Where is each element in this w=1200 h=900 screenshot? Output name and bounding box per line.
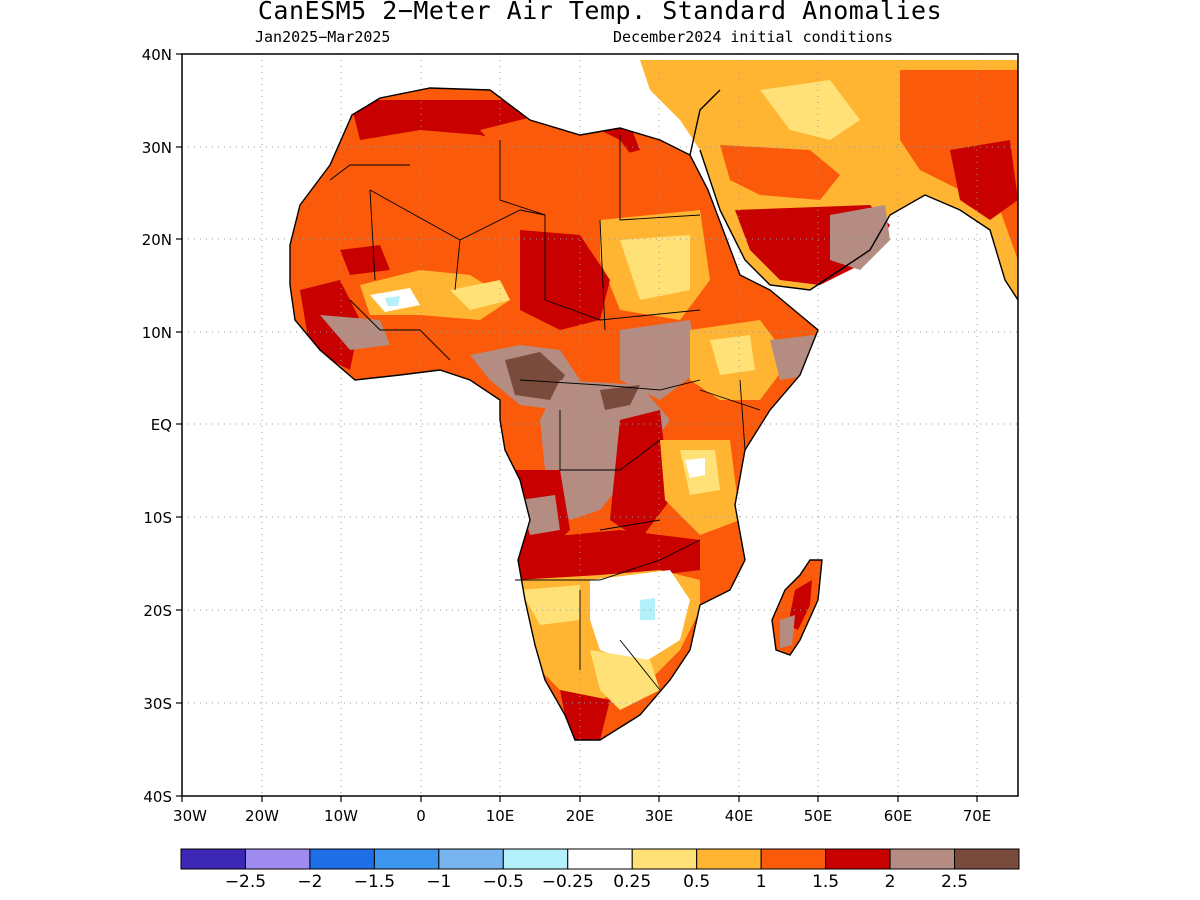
colorbar-swatch xyxy=(502,848,569,870)
lat-label: 40S xyxy=(143,788,172,806)
colorbar-tick-label: −1 xyxy=(426,872,452,892)
lat-label: 20S xyxy=(143,602,172,620)
lat-label: 30S xyxy=(143,695,172,713)
colorbar-tick-label: −1.5 xyxy=(353,872,396,892)
colorbar-tick-label: 2.5 xyxy=(941,872,969,892)
colorbar-tick-label: −0.25 xyxy=(541,872,594,892)
lat-label: 20N xyxy=(142,231,172,249)
lon-label: 60E xyxy=(884,807,913,825)
colorbar-swatch xyxy=(244,848,311,870)
lon-label: 20W xyxy=(245,807,279,825)
colorbar-swatch xyxy=(760,848,827,870)
colorbar-swatch xyxy=(438,848,504,870)
colorbar-tick-label: 1 xyxy=(755,872,767,892)
initial-conditions: December2024 initial conditions xyxy=(613,28,893,46)
colorbar-swatch xyxy=(631,848,698,870)
coastlines xyxy=(289,87,1018,741)
lon-label: 20E xyxy=(566,807,595,825)
madagascar-shading xyxy=(772,560,822,655)
lat-label: 10S xyxy=(143,509,172,527)
colorbar xyxy=(180,848,1020,870)
colorbar-swatch xyxy=(567,848,633,870)
colorbar-tick-label: 0.25 xyxy=(613,872,652,892)
colorbar-swatch xyxy=(180,848,246,870)
lon-label: 50E xyxy=(804,807,833,825)
colorbar-swatch xyxy=(373,848,440,870)
lat-label: 40N xyxy=(142,46,172,64)
forecast-period: Jan2025−Mar2025 xyxy=(255,28,391,46)
lon-label: 70E xyxy=(963,807,992,825)
country-borders xyxy=(329,135,761,691)
colorbar-swatch xyxy=(825,848,891,870)
colorbar-swatch xyxy=(889,848,956,870)
colorbar-tick-label: 1.5 xyxy=(812,872,840,892)
lat-label: EQ xyxy=(151,416,172,434)
map-title: CanESM5 2−Meter Air Temp. Standard Anoma… xyxy=(257,0,943,25)
colorbar-swatch xyxy=(696,848,762,870)
colorbar-swatch xyxy=(954,848,1020,870)
lat-lon-grid xyxy=(182,54,1018,796)
lat-label: 10N xyxy=(142,324,172,342)
colorbar-tick-label: −0.5 xyxy=(482,872,524,892)
lat-label: 30N xyxy=(142,139,172,157)
lon-label: 0 xyxy=(416,807,426,825)
colorbar-tick-label: 2 xyxy=(884,872,896,892)
colorbar-tick-label: −2.5 xyxy=(224,872,267,892)
colorbar-swatch xyxy=(309,848,375,870)
lon-label: 10E xyxy=(486,807,515,825)
lat-tick-marks xyxy=(176,53,182,797)
arabia-shading xyxy=(640,60,1018,300)
lon-tick-marks xyxy=(181,796,978,802)
colorbar-tick-label: −2 xyxy=(297,872,323,892)
map-frame xyxy=(181,53,1019,797)
lon-label: 40E xyxy=(725,807,754,825)
colorbar-tick-label: 0.5 xyxy=(683,872,711,892)
lon-label: 30W xyxy=(173,807,207,825)
lon-label: 10W xyxy=(324,807,358,825)
lon-label: 30E xyxy=(645,807,674,825)
